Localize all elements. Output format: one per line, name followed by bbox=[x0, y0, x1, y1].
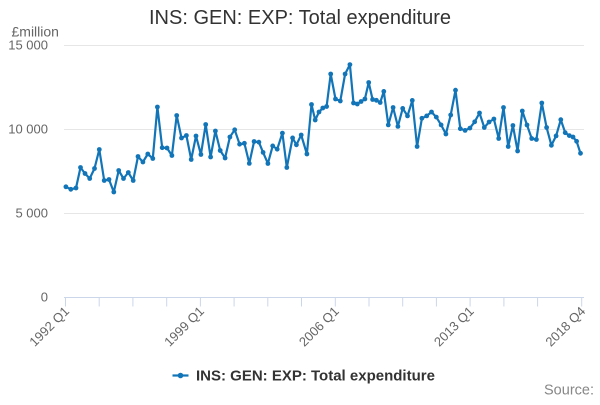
svg-text:10 000: 10 000 bbox=[8, 122, 48, 137]
svg-text:INS: GEN: EXP: Total expenditu: INS: GEN: EXP: Total expenditure bbox=[149, 7, 451, 29]
svg-text:Source:: Source: bbox=[544, 383, 594, 399]
svg-text:5 000: 5 000 bbox=[15, 206, 48, 221]
svg-text:INS: GEN: EXP: Total expenditu: INS: GEN: EXP: Total expenditure bbox=[196, 368, 435, 385]
svg-text:0: 0 bbox=[41, 290, 48, 305]
svg-text:£million: £million bbox=[12, 24, 59, 40]
svg-text:15 000: 15 000 bbox=[8, 38, 48, 53]
